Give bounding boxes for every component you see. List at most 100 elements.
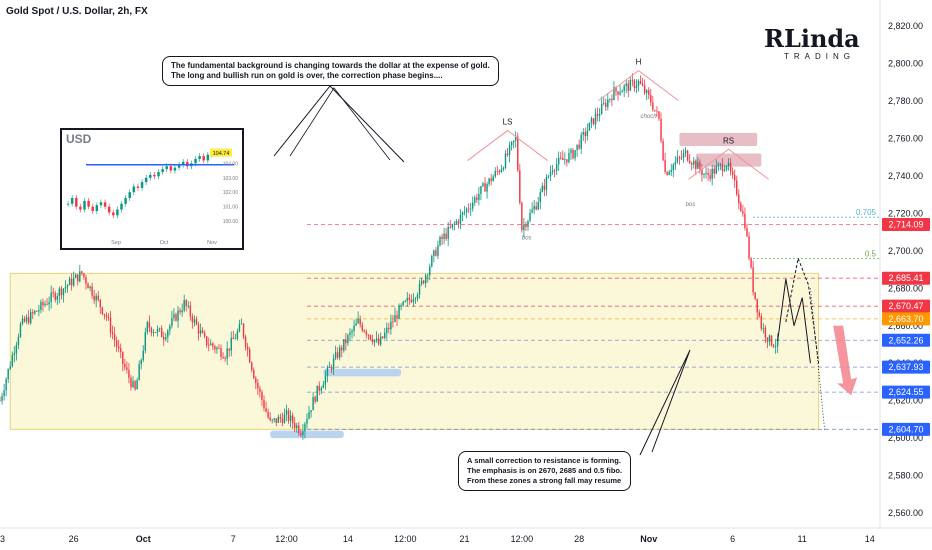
- candle-body: [562, 157, 564, 160]
- candle-body: [684, 150, 687, 154]
- candle-body: [124, 363, 126, 368]
- inset-candle-body: [161, 169, 164, 172]
- candle-body: [635, 85, 638, 88]
- candle-body: [138, 364, 140, 381]
- candle-body: [120, 348, 122, 352]
- candle-body: [316, 385, 318, 402]
- candle-body: [600, 103, 603, 115]
- inset-candle-body: [91, 206, 94, 211]
- candle-body: [293, 423, 296, 428]
- candle-body: [355, 323, 357, 326]
- candle-body: [343, 339, 345, 351]
- candle-body: [197, 324, 200, 334]
- inset-candle-body: [153, 174, 156, 177]
- chart-title: Gold Spot / U.S. Dollar, 2h, FX: [6, 6, 148, 17]
- candle-body: [330, 366, 333, 370]
- candle-body: [674, 161, 677, 165]
- candle-body: [482, 183, 484, 187]
- candle-body: [598, 114, 601, 116]
- candle-body: [441, 236, 443, 239]
- projection-alternative: [785, 256, 820, 364]
- inset-candle-body: [157, 172, 160, 177]
- inset-candle-body: [173, 167, 177, 171]
- candle-body: [766, 337, 769, 342]
- candle-body: [103, 313, 106, 316]
- bos-label-2: bos: [522, 236, 532, 242]
- candle-body: [240, 323, 243, 325]
- candle-body: [281, 418, 284, 423]
- candle-body: [332, 358, 335, 370]
- candle-body: [351, 330, 353, 333]
- candle-body: [400, 305, 402, 307]
- price-tick-label: 2,580.00: [888, 471, 923, 481]
- candle-body: [709, 174, 711, 179]
- pattern-label-rs: RS: [723, 136, 734, 145]
- inset-candle-body: [144, 177, 148, 183]
- candle-body: [435, 250, 437, 256]
- candle-body: [764, 327, 767, 338]
- candle-body: [648, 90, 650, 96]
- candle-body: [508, 145, 511, 155]
- price-tick-label: 2,780.00: [888, 96, 923, 106]
- candle-body: [457, 221, 460, 224]
- candle-body: [261, 391, 263, 401]
- candle-body: [64, 286, 67, 289]
- fib-level-label: 0.5: [865, 249, 877, 258]
- candle-body: [189, 305, 192, 317]
- candle-body: [398, 305, 400, 319]
- candle-body: [347, 335, 349, 344]
- candle-body: [388, 327, 390, 330]
- candle-body: [93, 295, 95, 301]
- candle-body: [122, 351, 124, 364]
- candle-body: [302, 431, 304, 436]
- candle-body: [697, 162, 699, 169]
- candle-body: [32, 312, 34, 314]
- candle-body: [609, 98, 611, 100]
- time-tick-label: 6: [730, 534, 735, 544]
- candle-body: [130, 377, 132, 387]
- candle-body: [66, 285, 69, 287]
- candle-body: [617, 91, 619, 95]
- candle-body: [322, 384, 325, 389]
- candle-body: [539, 192, 541, 203]
- candle-body: [668, 171, 670, 175]
- candle-body: [15, 345, 18, 354]
- candle-body: [535, 206, 537, 210]
- candle-body: [445, 233, 447, 239]
- candle-body: [541, 185, 544, 193]
- level-lines: 0.705 0.5: [306, 208, 880, 430]
- candle-body: [177, 310, 179, 321]
- candle-body: [770, 335, 773, 346]
- price-tick-label: 2,680.00: [888, 283, 923, 293]
- candle-body: [58, 288, 61, 297]
- candle-body: [326, 367, 329, 376]
- candle-body: [242, 323, 245, 337]
- price-tick-label: 2,760.00: [888, 134, 923, 144]
- candle-body: [117, 346, 120, 349]
- candle-body: [1, 396, 3, 401]
- inset-last-price: 104.74: [213, 151, 230, 157]
- candle-body: [201, 330, 204, 333]
- candle-body: [87, 283, 89, 289]
- time-axis[interactable]: 23 26 Oct 7 12:00 14 12:00 21 12:00 28 Nov 6 11 14: [0, 527, 932, 544]
- candle-body: [756, 298, 758, 313]
- price-label-box: [882, 312, 930, 326]
- candle-body: [662, 140, 664, 161]
- inset-candle-body: [99, 202, 103, 206]
- candle-body: [695, 160, 697, 169]
- candle-body: [498, 171, 501, 173]
- candle-body: [437, 245, 439, 256]
- candle-body: [320, 388, 323, 391]
- candle-body: [427, 275, 429, 276]
- inset-candle-body: [79, 206, 82, 210]
- candle-body: [373, 339, 376, 343]
- inset-x-tick: Oct: [160, 240, 169, 246]
- candle-body: [11, 355, 13, 367]
- candle-body: [97, 295, 99, 300]
- inset-candle-body: [140, 182, 144, 188]
- inset-candle-body: [75, 198, 78, 207]
- inset-candle-body: [206, 154, 210, 161]
- candle-body: [140, 359, 142, 365]
- candle-body: [91, 286, 93, 296]
